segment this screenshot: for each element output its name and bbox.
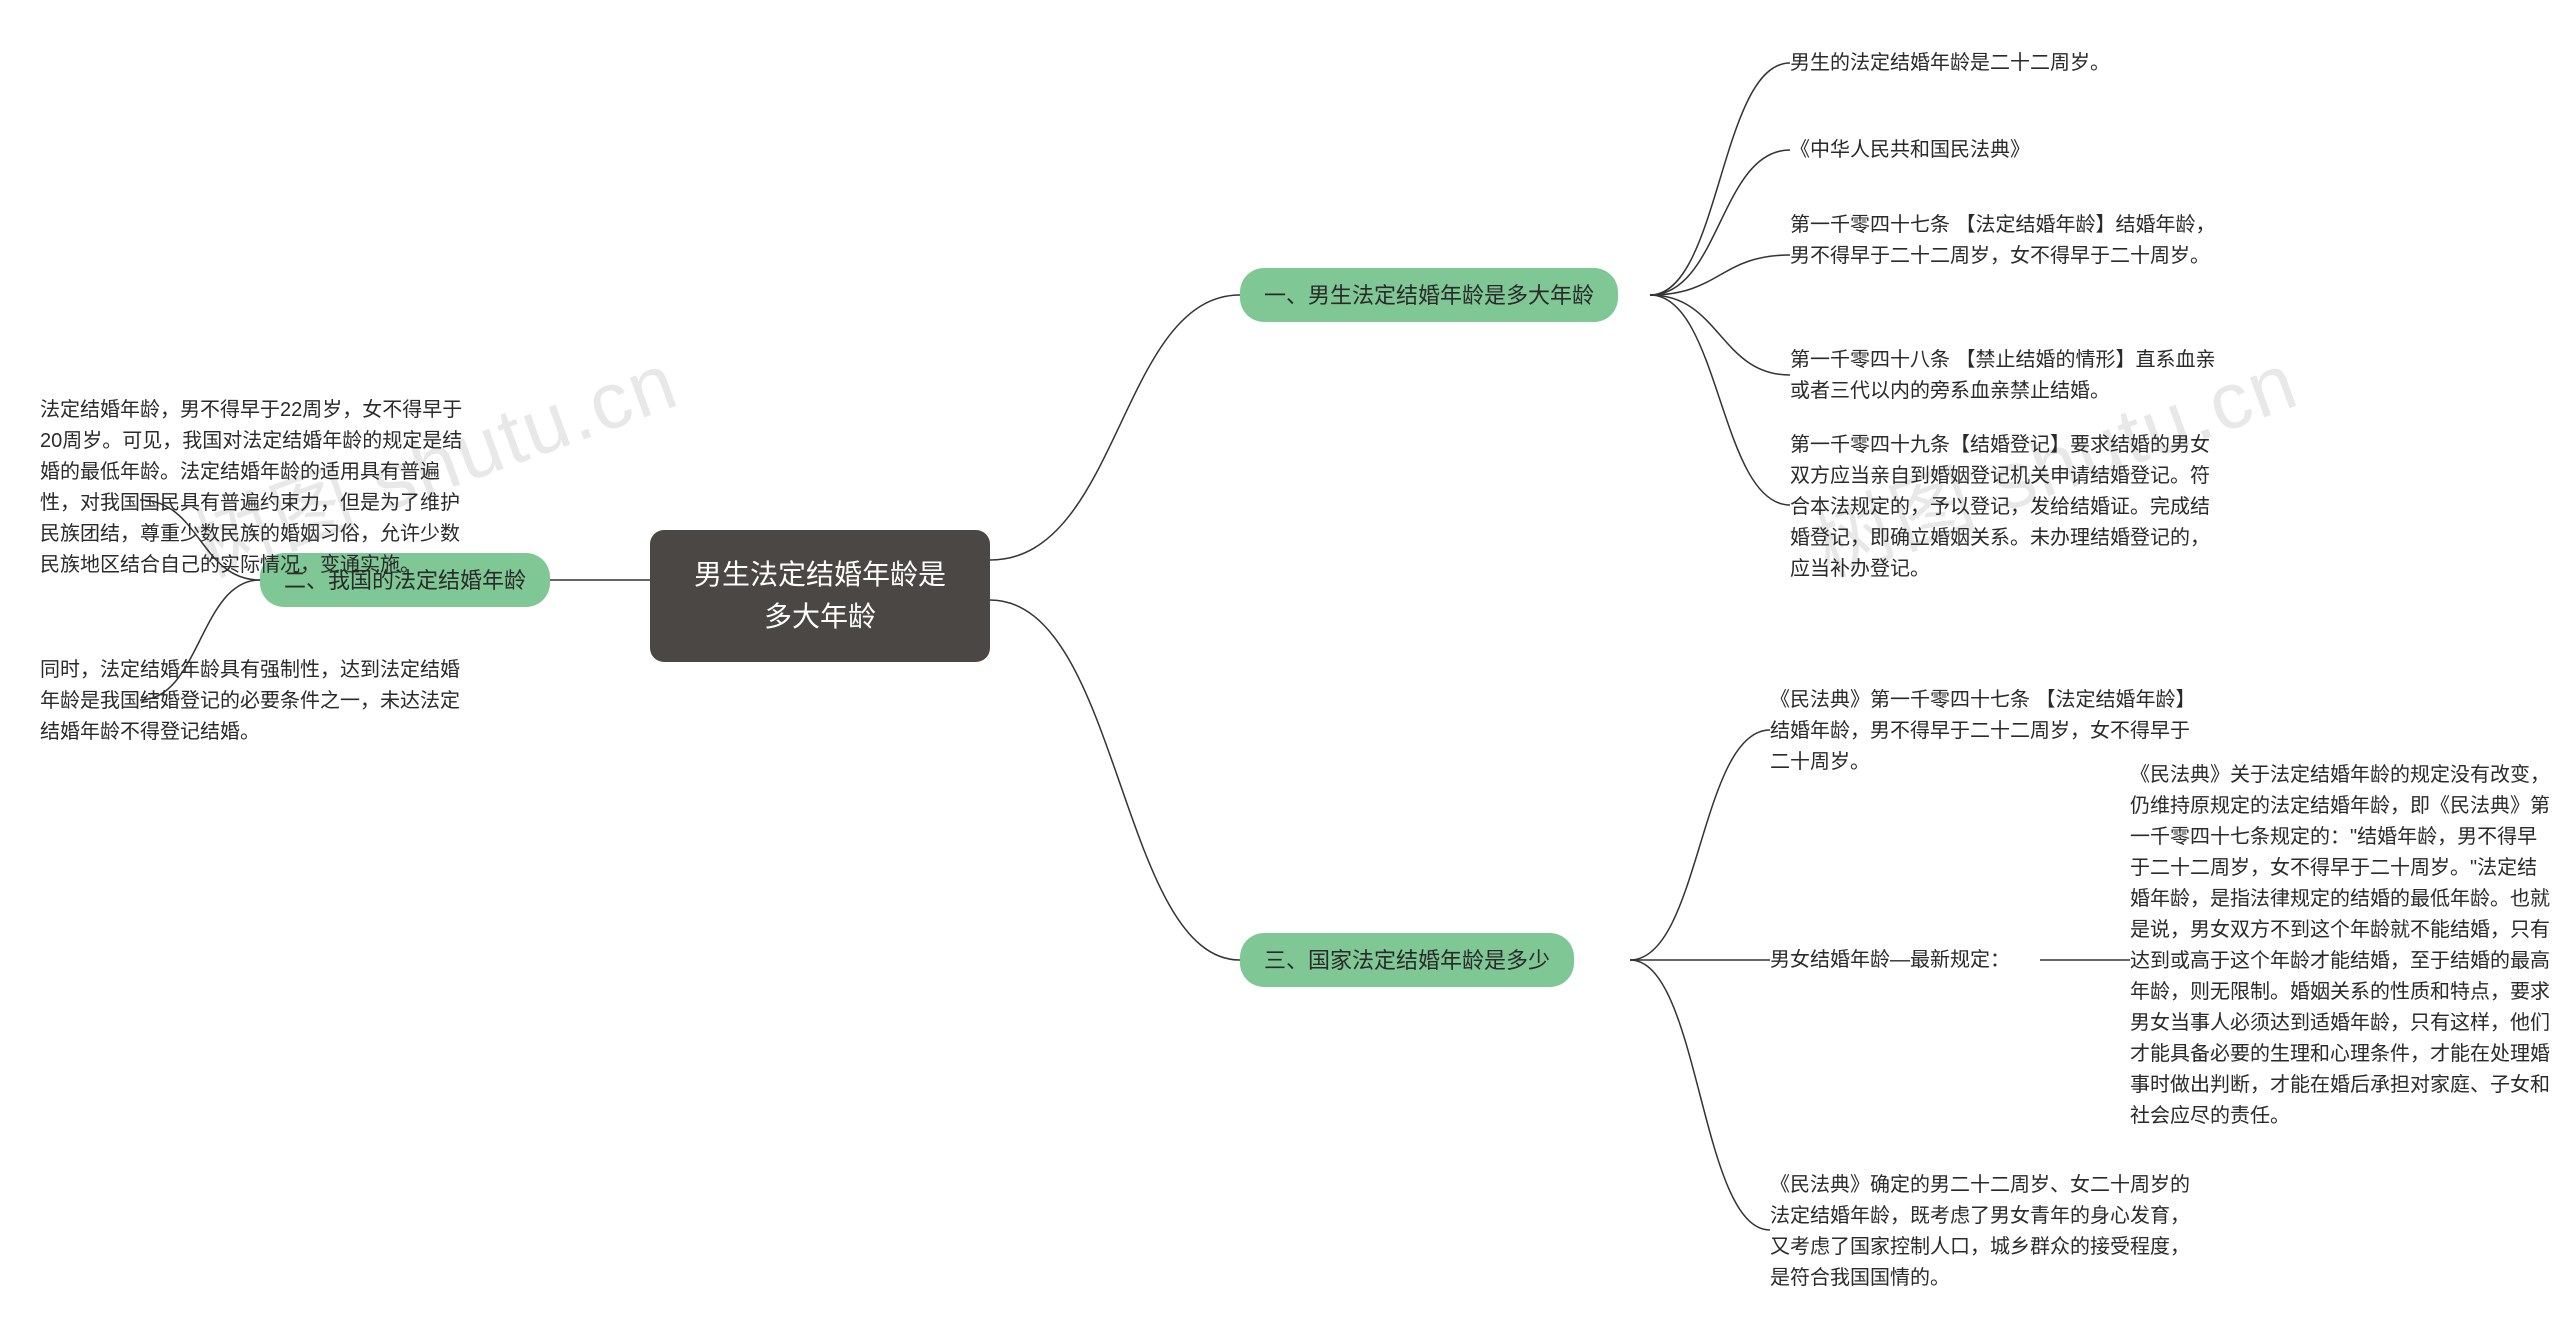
branch-3-leaf-1: 男女结婚年龄—最新规定：: [1770, 945, 2040, 976]
branch-1: 一、男生法定结婚年龄是多大年龄: [1240, 268, 1618, 322]
root-label: 男生法定结婚年龄是多大年龄: [686, 554, 954, 638]
branch-1-leaf-0: 男生的法定结婚年龄是二十二周岁。: [1790, 48, 2220, 79]
root-node: 男生法定结婚年龄是多大年龄: [650, 530, 990, 662]
branch-1-leaf-4: 第一千零四十九条【结婚登记】要求结婚的男女双方应当亲自到婚姻登记机关申请结婚登记…: [1790, 430, 2220, 585]
branch-3-leaf-2: 《民法典》确定的男二十二周岁、女二十周岁的法定结婚年龄，既考虑了男女青年的身心发…: [1770, 1170, 2200, 1294]
branch-3-label: 三、国家法定结婚年龄是多少: [1264, 944, 1550, 977]
branch-1-leaf-3: 第一千零四十八条 【禁止结婚的情形】直系血亲或者三代以内的旁系血亲禁止结婚。: [1790, 345, 2220, 407]
branch-2-leaf-0: 法定结婚年龄，男不得早于22周岁，女不得早于20周岁。可见，我国对法定结婚年龄的…: [40, 395, 470, 581]
branch-1-leaf-1: 《中华人民共和国民法典》: [1790, 135, 2220, 166]
branch-3-leaf-1-sub: 《民法典》关于法定结婚年龄的规定没有改变，仍维持原规定的法定结婚年龄，即《民法典…: [2130, 760, 2550, 1132]
branch-1-leaf-2: 第一千零四十七条 【法定结婚年龄】结婚年龄，男不得早于二十二周岁，女不得早于二十…: [1790, 210, 2220, 272]
branch-2-leaf-1: 同时，法定结婚年龄具有强制性，达到法定结婚年龄是我国结婚登记的必要条件之一，未达…: [40, 655, 470, 748]
branch-3: 三、国家法定结婚年龄是多少: [1240, 933, 1574, 987]
branch-1-label: 一、男生法定结婚年龄是多大年龄: [1264, 279, 1594, 312]
